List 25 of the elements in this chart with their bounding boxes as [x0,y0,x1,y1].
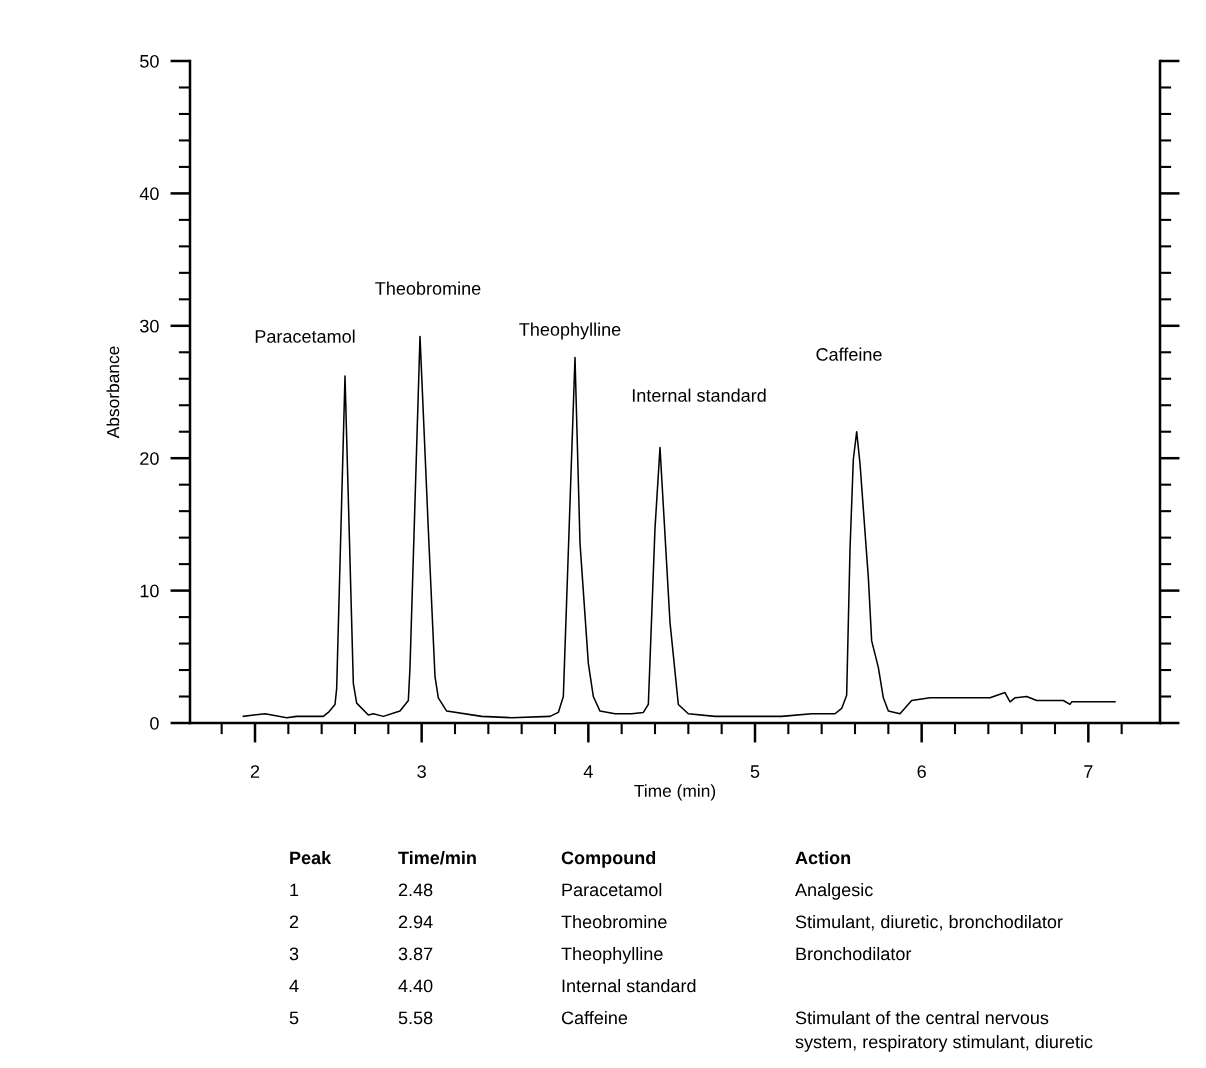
text: 2 2.94 Theobromine Stimulant, diuretic, bronchodilator [289,915,1063,931]
x-tick-label: 7 [1084,765,1093,778]
y-tick-label: 40 [139,187,159,201]
x-tick-label: 5 [750,765,760,778]
x-tick-label: 6 [917,765,926,778]
y-axis-title: Absorbance [106,346,120,439]
y-tick-label: 50 [140,54,159,68]
y-tick-label: 0 [150,716,159,730]
y-tick-label: 20 [140,452,159,465]
text: Peak Time/min Compound Action [290,851,851,868]
text: 3 3.87 Theophylline Bronchodilator [289,947,912,964]
annotation: Theophylline [519,322,621,340]
x-tick-label: 2 [250,765,260,778]
y-tick-label: 30 [140,319,159,333]
x-tick-label: 3 [417,765,426,778]
annotation: Theobromine [375,281,481,295]
x-axis-title: Time (min) [634,784,716,801]
annotation: Paracetamol [255,329,355,343]
x-tick-label: 4 [583,765,593,778]
text: 1 2.48 Paracetamol Analgesic [290,883,873,900]
text: 5 5.58 Caffeine Stimulant of the central nervous system, respiratory stimulant, diuretic [289,1011,1093,1052]
y-tick-label: 10 [140,584,159,598]
annotation: Caffeine [816,347,882,361]
text: 4 4.40 Internal standard [289,979,696,993]
annotation: Internal standard [632,388,766,402]
